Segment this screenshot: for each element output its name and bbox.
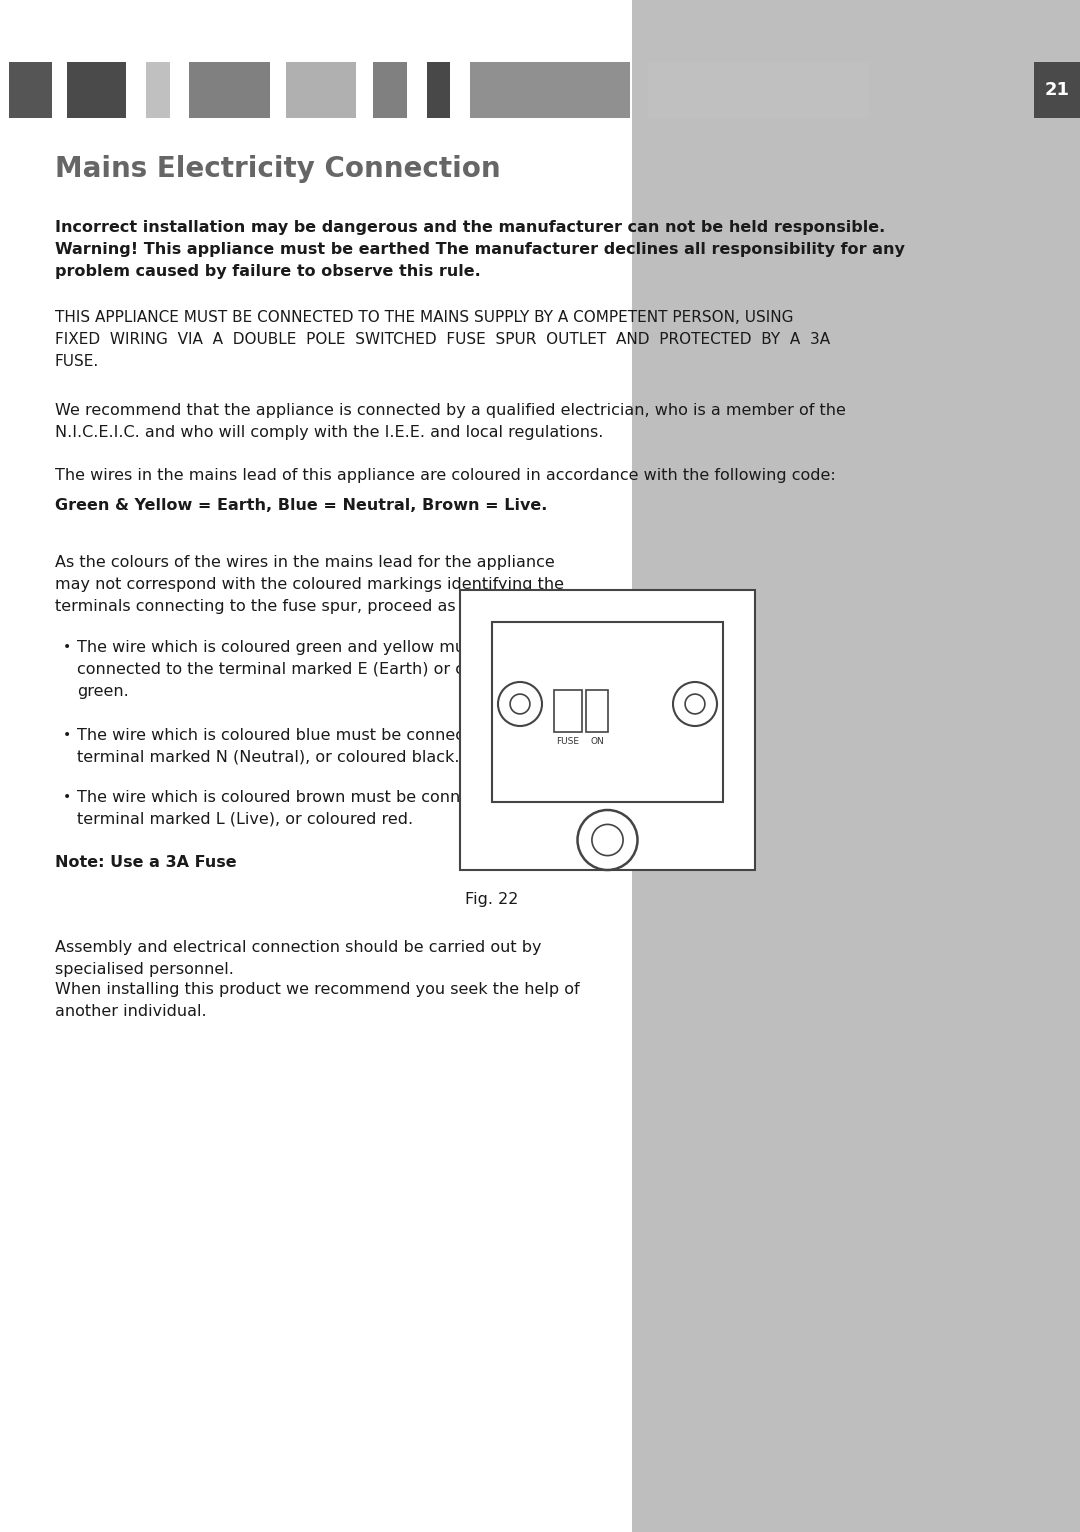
Bar <box>632 0 1080 1532</box>
Bar <box>146 61 170 118</box>
Text: When installing this product we recommend you seek the help of: When installing this product we recommen… <box>55 982 580 997</box>
Bar <box>1034 61 1080 118</box>
Circle shape <box>510 694 530 714</box>
Bar <box>470 61 630 118</box>
Bar <box>189 61 270 118</box>
Text: Incorrect installation may be dangerous and the manufacturer can not be held res: Incorrect installation may be dangerous … <box>55 221 886 234</box>
Circle shape <box>578 810 637 870</box>
Text: We recommend that the appliance is connected by a qualified electrician, who is : We recommend that the appliance is conne… <box>55 403 846 418</box>
Text: 21: 21 <box>1044 81 1069 100</box>
Bar <box>460 590 755 870</box>
Text: Fig. 22: Fig. 22 <box>465 892 518 907</box>
Bar <box>554 689 582 732</box>
Text: FIXED  WIRING  VIA  A  DOUBLE  POLE  SWITCHED  FUSE  SPUR  OUTLET  AND  PROTECTE: FIXED WIRING VIA A DOUBLE POLE SWITCHED … <box>55 332 831 348</box>
Text: specialised personnel.: specialised personnel. <box>55 962 234 977</box>
Circle shape <box>498 682 542 726</box>
Text: Mains Electricity Connection: Mains Electricity Connection <box>55 155 501 182</box>
Text: Assembly and electrical connection should be carried out by: Assembly and electrical connection shoul… <box>55 941 541 954</box>
Text: •: • <box>63 640 71 654</box>
Bar <box>286 61 356 118</box>
Circle shape <box>685 694 705 714</box>
Text: The wire which is coloured blue must be connected to the: The wire which is coloured blue must be … <box>77 728 543 743</box>
Bar <box>427 61 450 118</box>
Bar <box>373 61 407 118</box>
Text: FUSE: FUSE <box>556 737 580 746</box>
Text: terminals connecting to the fuse spur, proceed as follows:: terminals connecting to the fuse spur, p… <box>55 599 522 614</box>
Bar <box>0 0 632 1532</box>
Text: another individual.: another individual. <box>55 1003 206 1019</box>
Bar <box>648 61 869 118</box>
Text: green.: green. <box>77 683 129 699</box>
Text: As the colours of the wires in the mains lead for the appliance: As the colours of the wires in the mains… <box>55 555 555 570</box>
Circle shape <box>673 682 717 726</box>
Text: Warning! This appliance must be earthed The manufacturer declines all responsibi: Warning! This appliance must be earthed … <box>55 242 905 257</box>
Text: •: • <box>63 791 71 804</box>
Text: Green & Yellow = Earth, Blue = Neutral, Brown = Live.: Green & Yellow = Earth, Blue = Neutral, … <box>55 498 548 513</box>
Text: THIS APPLIANCE MUST BE CONNECTED TO THE MAINS SUPPLY BY A COMPETENT PERSON, USIN: THIS APPLIANCE MUST BE CONNECTED TO THE … <box>55 309 794 325</box>
Text: FUSE.: FUSE. <box>55 354 99 369</box>
Bar <box>67 61 126 118</box>
Text: terminal marked L (Live), or coloured red.: terminal marked L (Live), or coloured re… <box>77 812 414 827</box>
Text: The wire which is coloured brown must be connected to the: The wire which is coloured brown must be… <box>77 791 558 804</box>
Text: Note: Use a 3A Fuse: Note: Use a 3A Fuse <box>55 855 237 870</box>
Text: ON: ON <box>590 737 604 746</box>
Text: connected to the terminal marked E (Earth) or coloured: connected to the terminal marked E (Eart… <box>77 662 525 677</box>
Text: N.I.C.E.I.C. and who will comply with the I.E.E. and local regulations.: N.I.C.E.I.C. and who will comply with th… <box>55 424 604 440</box>
Bar <box>9 61 52 118</box>
Text: The wire which is coloured green and yellow must be: The wire which is coloured green and yel… <box>77 640 504 656</box>
Text: The wires in the mains lead of this appliance are coloured in accordance with th: The wires in the mains lead of this appl… <box>55 467 836 483</box>
Text: •: • <box>63 728 71 741</box>
Text: problem caused by failure to observe this rule.: problem caused by failure to observe thi… <box>55 264 481 279</box>
Text: terminal marked N (Neutral), or coloured black.: terminal marked N (Neutral), or coloured… <box>77 751 459 764</box>
Circle shape <box>592 824 623 855</box>
Bar <box>586 689 608 732</box>
Text: may not correspond with the coloured markings identifying the: may not correspond with the coloured mar… <box>55 578 564 591</box>
Bar <box>492 622 723 801</box>
